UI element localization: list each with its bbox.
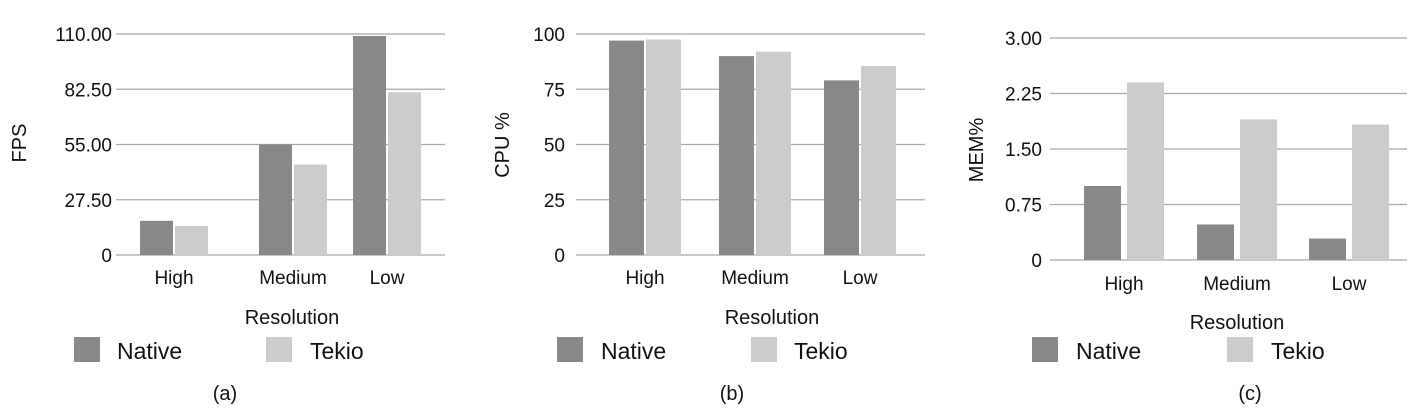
bar-native-low [824, 80, 859, 255]
panel-cpu: 0 25 50 75 100 High Medium Low CPU % Resolutio… [492, 25, 925, 405]
bar-tekio-low [1352, 124, 1389, 260]
y-axis-title: CPU % [492, 112, 514, 178]
bar-native-high [609, 40, 644, 255]
legend-swatch-tekio [751, 337, 777, 362]
y-tick-label: 1.50 [1005, 140, 1042, 161]
y-tick-label: 0 [1031, 251, 1042, 272]
bar-native-medium [259, 144, 292, 255]
y-tick-label: 50 [544, 136, 565, 157]
x-category-label: High [154, 268, 193, 289]
x-axis-title: Resolution [725, 307, 820, 329]
y-axis-title: MEM% [966, 118, 988, 183]
y-tick-label: 75 [544, 80, 565, 101]
y-tick-label: 82.50 [64, 80, 112, 101]
x-category-label: Low [843, 268, 878, 289]
x-category-label: Medium [1203, 274, 1271, 295]
bar-native-low [1309, 238, 1346, 260]
legend-label-tekio: Tekio [794, 338, 848, 364]
x-category-label: Low [370, 268, 405, 289]
legend-label-native: Native [1076, 338, 1141, 364]
y-tick-label: 2.25 [1005, 85, 1042, 106]
x-category-label: Medium [721, 268, 789, 289]
panel-mem: 0 0.75 1.50 2.25 3.00 High Medium Low MEM% Res… [966, 29, 1407, 405]
bar-tekio-medium [756, 51, 791, 256]
y-tick-label: 100 [533, 25, 565, 46]
bar-tekio-medium [1240, 119, 1277, 261]
bar-native-high [1084, 186, 1121, 260]
bar-tekio-low [388, 92, 421, 255]
bar-native-medium [1197, 224, 1234, 260]
legend-label-tekio: Tekio [310, 338, 364, 364]
y-tick-label: 25 [544, 191, 565, 212]
y-axis-title: FPS [9, 124, 31, 163]
y-tick-label: 110.00 [55, 25, 112, 46]
y-tick-label: 55.00 [64, 136, 112, 157]
legend-label-native: Native [601, 338, 666, 364]
x-category-label: High [625, 268, 664, 289]
bar-native-low [353, 36, 386, 255]
legend-swatch-tekio [266, 337, 292, 362]
y-tick-label: 0.75 [1005, 196, 1042, 217]
bar-tekio-high [1127, 82, 1164, 261]
bar-native-high [140, 220, 173, 255]
bar-tekio-low [861, 66, 896, 255]
y-tick-label: 3.00 [1005, 29, 1042, 50]
panel-fps: 0 27.50 55.00 82.50 110.00 High Medium Low FPS… [9, 25, 445, 405]
bar-tekio-high [175, 225, 208, 255]
legend-swatch-native [1032, 337, 1058, 362]
x-axis-title: Resolution [245, 307, 340, 329]
panel-caption: (c) [1238, 383, 1261, 405]
bar-tekio-medium [294, 164, 327, 255]
legend-swatch-tekio [1227, 337, 1253, 362]
x-category-label: Medium [259, 268, 327, 289]
panel-caption: (a) [213, 383, 237, 405]
legend-label-tekio: Tekio [1271, 338, 1325, 364]
legend-label-native: Native [117, 338, 182, 364]
bar-native-medium [719, 56, 754, 255]
x-category-label: Low [1332, 274, 1367, 295]
x-axis-title: Resolution [1190, 312, 1285, 334]
panel-caption: (b) [720, 383, 744, 405]
y-tick-label: 27.50 [64, 191, 112, 212]
legend-swatch-native [557, 337, 583, 362]
x-category-label: High [1104, 274, 1143, 295]
bar-tekio-high [646, 39, 681, 256]
y-tick-label: 0 [554, 246, 565, 267]
legend-swatch-native [74, 337, 100, 362]
y-tick-label: 0 [101, 246, 112, 267]
